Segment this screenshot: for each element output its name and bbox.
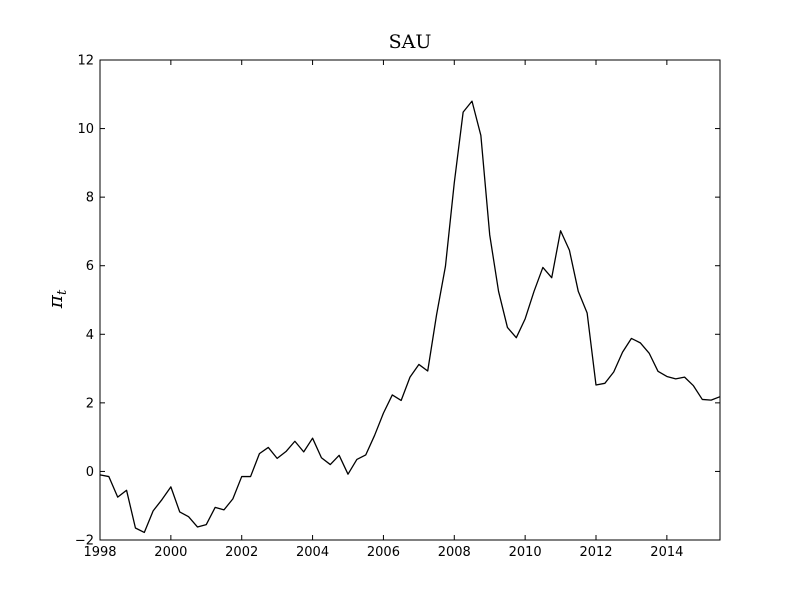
y-tick-label: 12 (77, 54, 94, 69)
x-tick-label: 2014 (650, 545, 683, 560)
x-tick-label: 2002 (225, 545, 258, 560)
x-tick-label: 2006 (367, 545, 400, 560)
x-tick-label: 2010 (509, 545, 542, 560)
y-tick-label: 2 (86, 396, 94, 411)
y-axis-label: πt (43, 289, 70, 309)
y-tick-label: 4 (86, 328, 94, 343)
y-tick-label: 0 (86, 465, 94, 480)
plot-area: 1998 2000 2002 2004 2006 2008 2010 2012 2014 −2 0 2… (75, 54, 721, 560)
x-tick-label: 2012 (579, 545, 612, 560)
y-tick-label: −2 (75, 534, 94, 549)
series-line (99, 100, 721, 534)
x-tick-label: 1998 (83, 545, 116, 560)
y-tick-label: 6 (86, 259, 94, 274)
chart-title: SAU (389, 31, 432, 53)
x-tick-label: 2000 (154, 545, 187, 560)
y-tick-label: 10 (77, 122, 94, 137)
y-tick-label: 8 (86, 191, 94, 206)
plot-frame (99, 59, 721, 541)
x-tick-label: 2008 (438, 545, 471, 560)
x-tick-label: 2004 (296, 545, 329, 560)
